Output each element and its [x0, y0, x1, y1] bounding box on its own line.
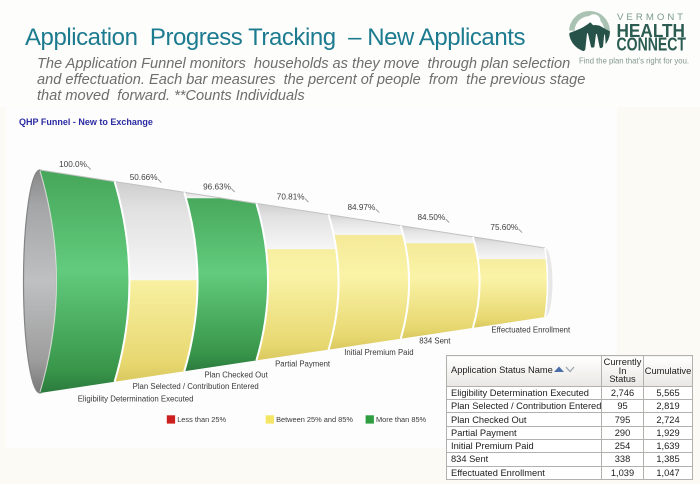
- svg-text:Find the plan that’s right for: Find the plan that’s right for you.: [579, 57, 689, 66]
- svg-text:V E R M O N T: V E R M O N T: [617, 12, 683, 23]
- svg-text:Partial Payment: Partial Payment: [275, 360, 331, 369]
- svg-text:Plan Selected / Contribution E: Plan Selected / Contribution Entered: [133, 382, 259, 391]
- svg-text:75.60%: 75.60%: [490, 223, 518, 232]
- svg-text:Eligibility Determination Exec: Eligibility Determination Executed: [78, 395, 194, 404]
- svg-text:HEALTH: HEALTH: [617, 21, 686, 41]
- svg-text:70.81%: 70.81%: [277, 193, 305, 202]
- svg-text:96.63%: 96.63%: [203, 183, 231, 192]
- svg-text:Initial Premium Paid: Initial Premium Paid: [344, 348, 413, 357]
- svg-text:More than 85%: More than 85%: [376, 415, 427, 424]
- svg-text:50.66%: 50.66%: [130, 173, 158, 182]
- svg-text:Plan Checked Out: Plan Checked Out: [204, 370, 268, 379]
- svg-text:100.0%: 100.0%: [59, 160, 87, 169]
- svg-text:CONNECT: CONNECT: [617, 35, 687, 55]
- svg-text:834 Sent: 834 Sent: [419, 337, 451, 346]
- svg-text:Between 25% and 85%: Between 25% and 85%: [276, 415, 353, 424]
- svg-text:Effectuated Enrollment: Effectuated Enrollment: [491, 326, 571, 335]
- svg-text:84.50%: 84.50%: [418, 213, 446, 222]
- svg-text:Less than 25%: Less than 25%: [177, 415, 226, 424]
- svg-text:84.97%: 84.97%: [348, 203, 376, 212]
